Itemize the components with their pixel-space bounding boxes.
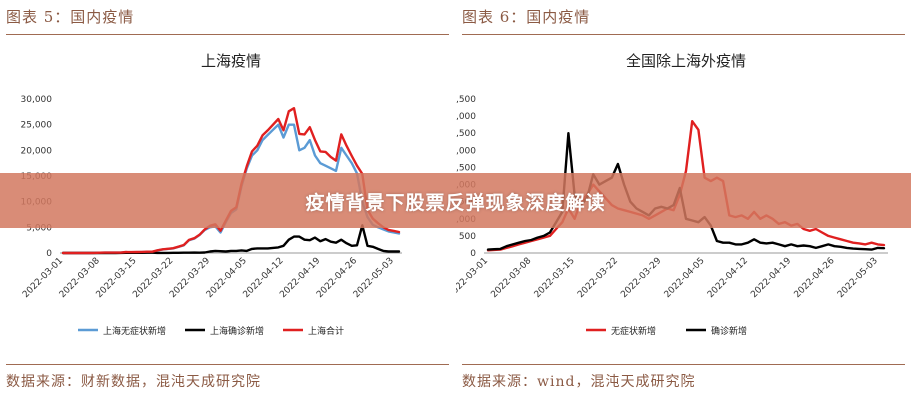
shanghai-epidemic-chart: 上海疫情05,00010,00015,00020,00025,00030,000…	[21, 52, 402, 337]
y-tick-label: 500	[459, 232, 476, 242]
chart-title: 上海疫情	[201, 52, 261, 70]
y-tick-label: 3,000	[456, 146, 476, 156]
chart-title: 全国除上海外疫情	[626, 52, 746, 70]
legend-label: 上海合计	[308, 325, 344, 337]
legend-label: 确诊新增	[711, 325, 747, 337]
x-tick-label: 2022-03-08	[489, 256, 533, 300]
legend-label: 无症状新增	[611, 325, 656, 337]
figure-divider	[462, 34, 905, 35]
series-line	[61, 224, 401, 255]
x-tick-label: 2022-03-15	[533, 256, 577, 300]
title-banner	[0, 173, 911, 228]
figure-divider	[6, 34, 449, 35]
national-ex-shanghai-epidemic-chart: 全国除上海外疫情05001,0001,5002,0002,5003,0003,5…	[456, 52, 888, 337]
legend-label: 上海确诊新增	[210, 325, 264, 337]
figure-label: 图表 5：国内疫情	[6, 8, 135, 26]
series-line	[486, 119, 886, 252]
source-note: 数据来源：财新数据，混沌天成研究院	[6, 374, 261, 390]
y-tick-label: 30,000	[21, 95, 53, 105]
source-note: 数据来源：wind，混沌天成研究院	[462, 374, 696, 390]
source-divider	[6, 364, 449, 365]
y-tick-label: 25,000	[21, 121, 53, 131]
x-tick-label: 2022-04-26	[793, 256, 837, 300]
right-figure-panel: 图表 6：国内疫情 全国除上海外疫情05001,0001,5002,0002,5…	[456, 0, 911, 400]
y-tick-label: 0	[470, 249, 476, 259]
x-tick-label: 2022-03-01	[456, 256, 490, 300]
y-tick-label: 2,500	[456, 163, 476, 173]
y-tick-label: 3,500	[456, 129, 476, 139]
x-tick-label: 2022-04-05	[663, 256, 707, 300]
x-tick-label: 2022-04-12	[706, 256, 750, 300]
figure-label: 图表 6：国内疫情	[462, 8, 591, 26]
x-tick-label: 2022-03-22	[576, 256, 620, 300]
x-tick-label: 2022-05-03	[836, 256, 880, 300]
banner-title: 疫情背景下股票反弹现象深度解读	[305, 192, 606, 214]
y-tick-label: 5,000	[26, 223, 52, 233]
source-divider	[462, 364, 905, 365]
x-tick-label: 2022-04-19	[749, 256, 793, 300]
legend-label: 上海无症状新增	[103, 325, 166, 337]
y-tick-label: 0	[46, 249, 52, 259]
left-figure-panel: 图表 5：国内疫情 上海疫情05,00010,00015,00020,00025…	[0, 0, 455, 400]
x-tick-label: 2022-03-29	[619, 256, 663, 300]
y-tick-label: 4,000	[456, 112, 476, 122]
y-tick-label: 20,000	[21, 146, 53, 156]
y-tick-label: 4,500	[456, 95, 476, 105]
